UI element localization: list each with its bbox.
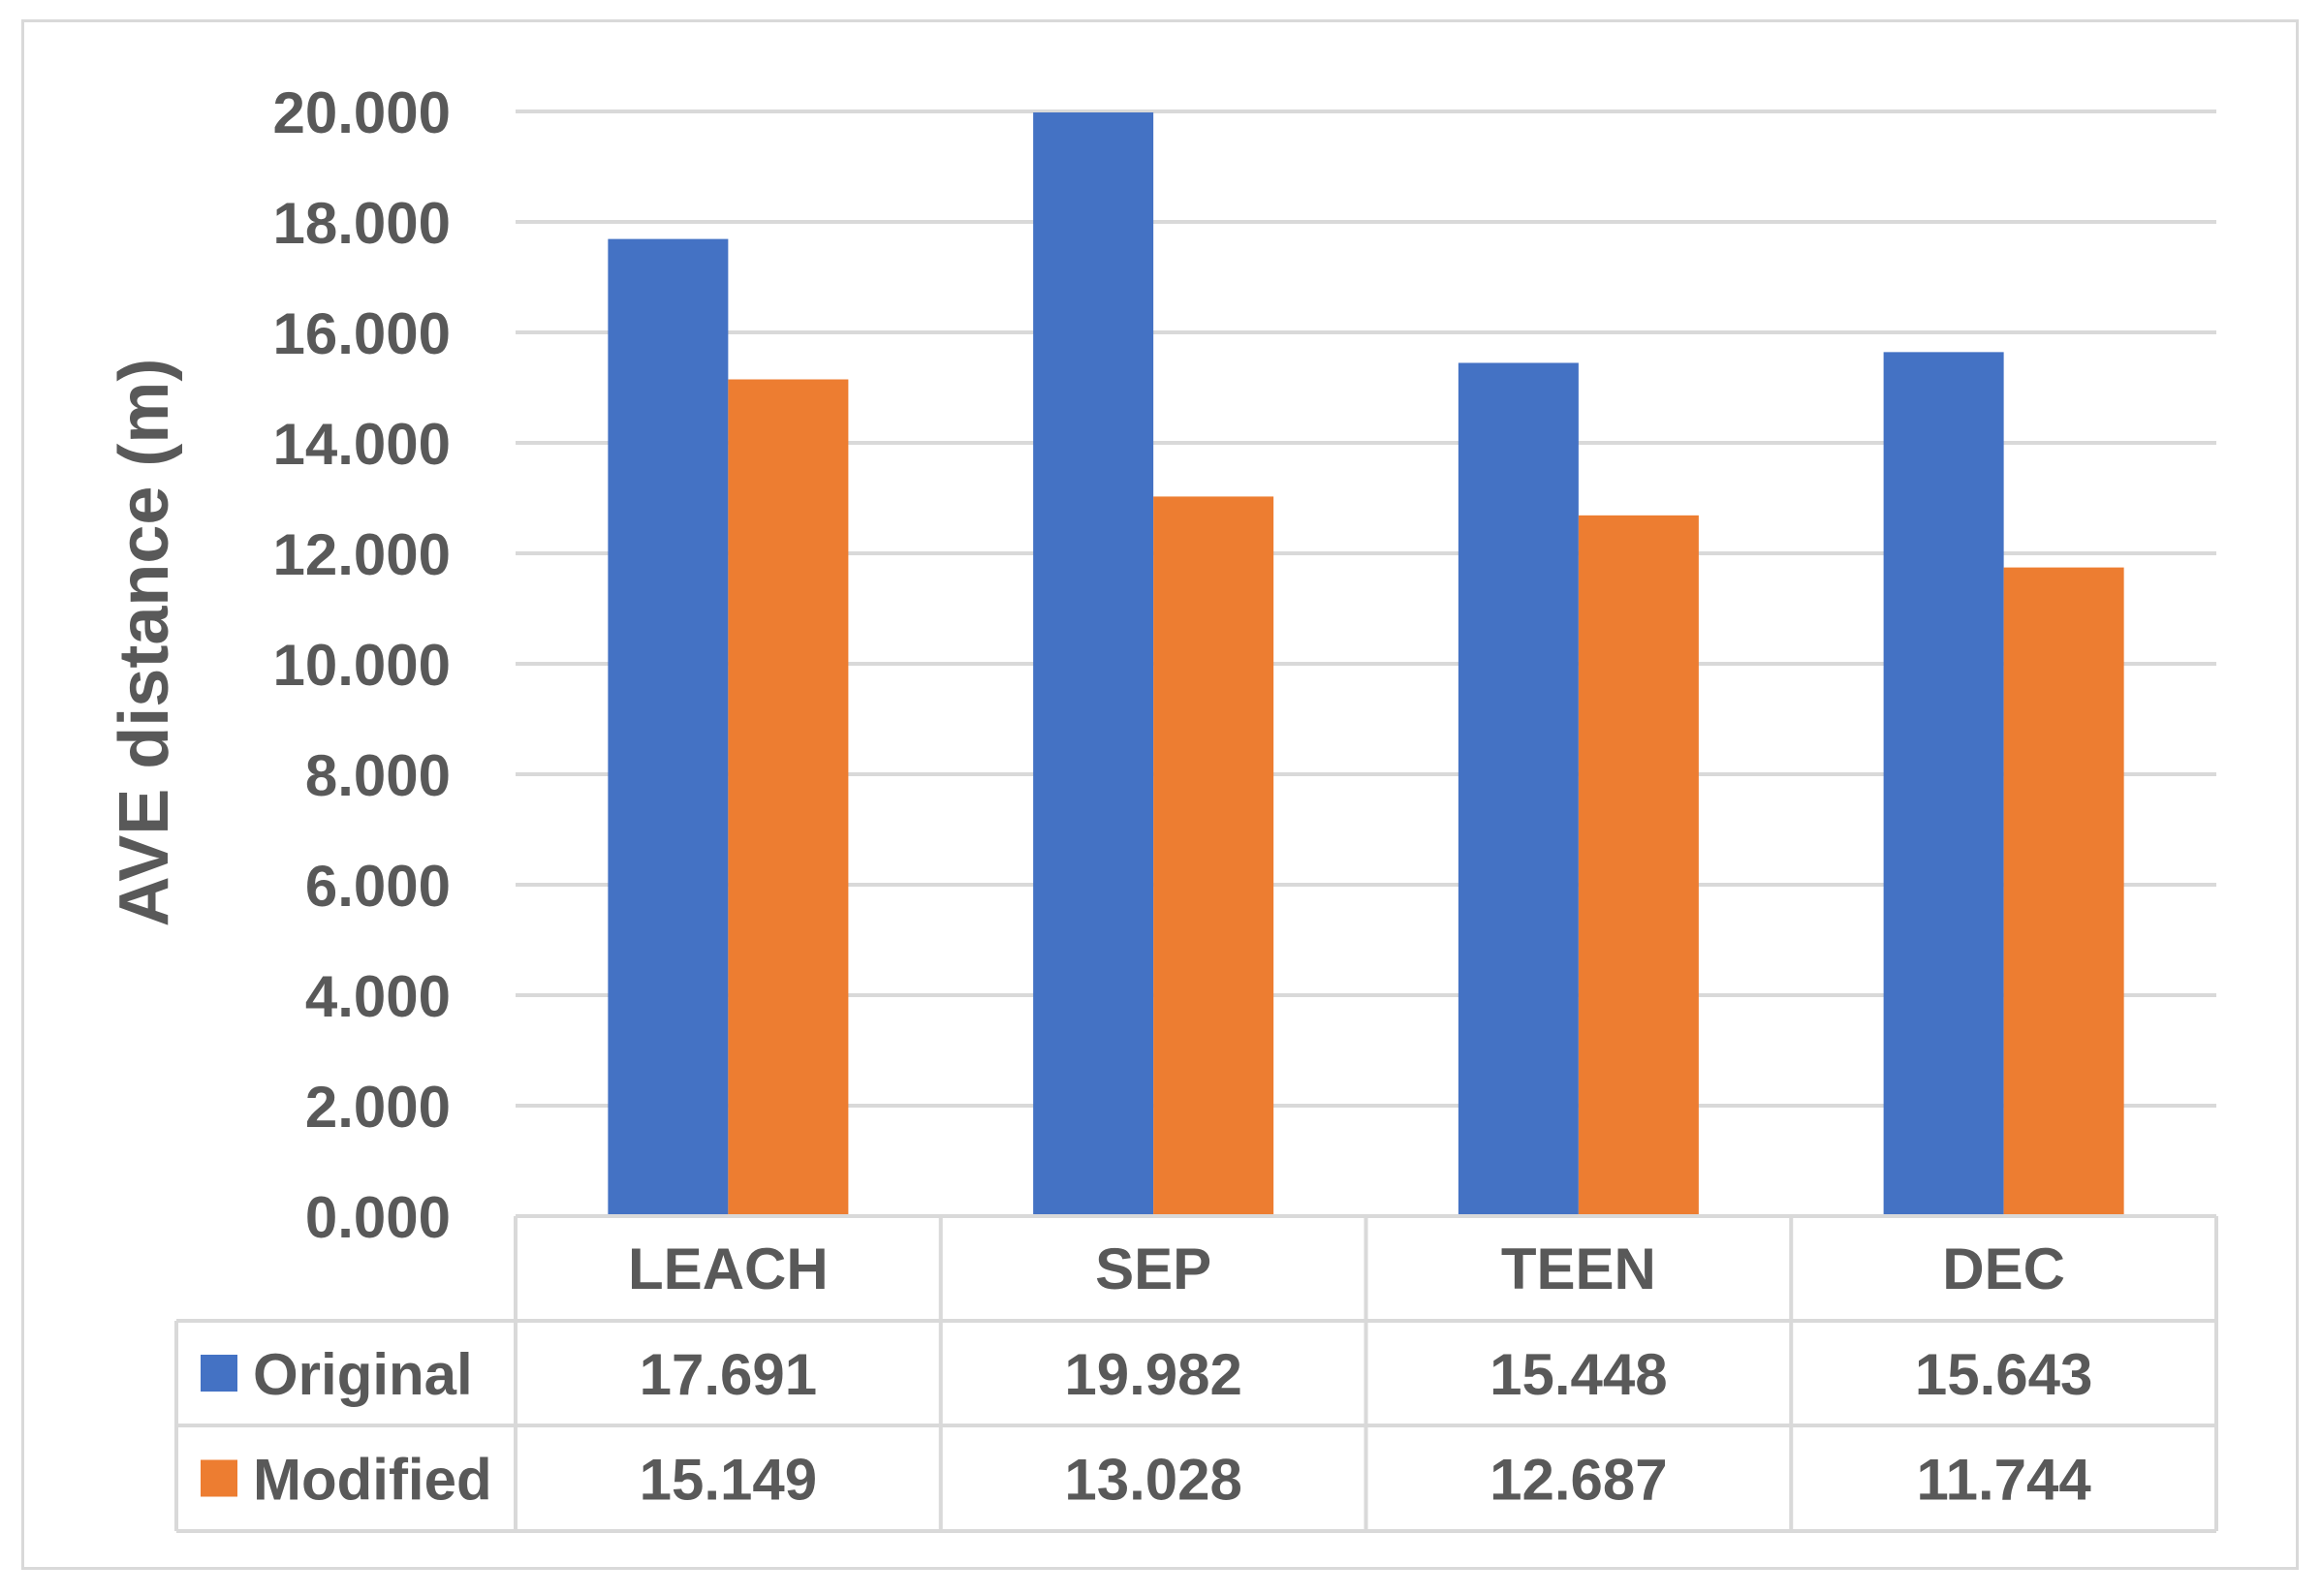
bar-original-leach xyxy=(608,238,729,1216)
y-tick-label: 8.000 xyxy=(305,743,451,808)
data-label: 15.149 xyxy=(640,1448,818,1513)
y-tick-label: 2.000 xyxy=(305,1075,451,1140)
category-label: LEACH xyxy=(628,1236,829,1301)
data-label: 15.643 xyxy=(1915,1342,2093,1407)
bar-original-dec xyxy=(1883,352,2004,1216)
bar-modified-leach xyxy=(728,379,849,1217)
data-label: 12.687 xyxy=(1490,1448,1668,1513)
y-tick-label: 6.000 xyxy=(305,854,451,919)
bar-chart: 0.000 2.000 4.000 6.000 8.000 10.000 12.000 14.… xyxy=(106,80,2218,1533)
data-label: 13.028 xyxy=(1064,1448,1242,1513)
category-label: DEC xyxy=(1942,1236,2065,1301)
bar-modified-dec xyxy=(2003,567,2124,1216)
y-tick-label: 16.000 xyxy=(272,301,451,366)
y-tick-label: 12.000 xyxy=(272,522,451,587)
y-tick-label: 18.000 xyxy=(272,191,451,256)
data-label: 15.448 xyxy=(1490,1342,1668,1407)
category-label: SEP xyxy=(1095,1236,1211,1301)
legend-label-modified: Modified xyxy=(253,1448,492,1513)
data-label: 17.691 xyxy=(640,1342,818,1407)
legend-label-original: Original xyxy=(253,1342,473,1407)
data-label: 19.982 xyxy=(1064,1342,1242,1407)
y-axis: 0.000 2.000 4.000 6.000 8.000 10.000 12.000 14.… xyxy=(272,80,451,1250)
category-label: TEEN xyxy=(1501,1236,1656,1301)
bars xyxy=(608,112,2124,1217)
y-tick-label: 0.000 xyxy=(305,1185,451,1250)
chart-frame: 0.000 2.000 4.000 6.000 8.000 10.000 12.000 14.… xyxy=(21,19,2299,1570)
bar-modified-teen xyxy=(1578,515,1699,1216)
bar-original-sep xyxy=(1033,112,1154,1216)
y-axis-title: AVE distance (m) xyxy=(106,359,183,927)
legend-key-original xyxy=(201,1355,237,1392)
y-tick-label: 4.000 xyxy=(305,964,451,1029)
y-tick-label: 14.000 xyxy=(272,412,451,477)
y-tick-label: 10.000 xyxy=(272,633,451,698)
legend-key-modified xyxy=(201,1459,237,1497)
y-tick-label: 20.000 xyxy=(272,80,451,145)
bar-modified-sep xyxy=(1153,496,1274,1216)
data-table: LEACH SEP TEEN DEC Original 17.691 19.982 15.44… xyxy=(174,1214,2218,1533)
data-label: 11.744 xyxy=(1917,1448,2092,1513)
bar-original-teen xyxy=(1458,362,1579,1216)
